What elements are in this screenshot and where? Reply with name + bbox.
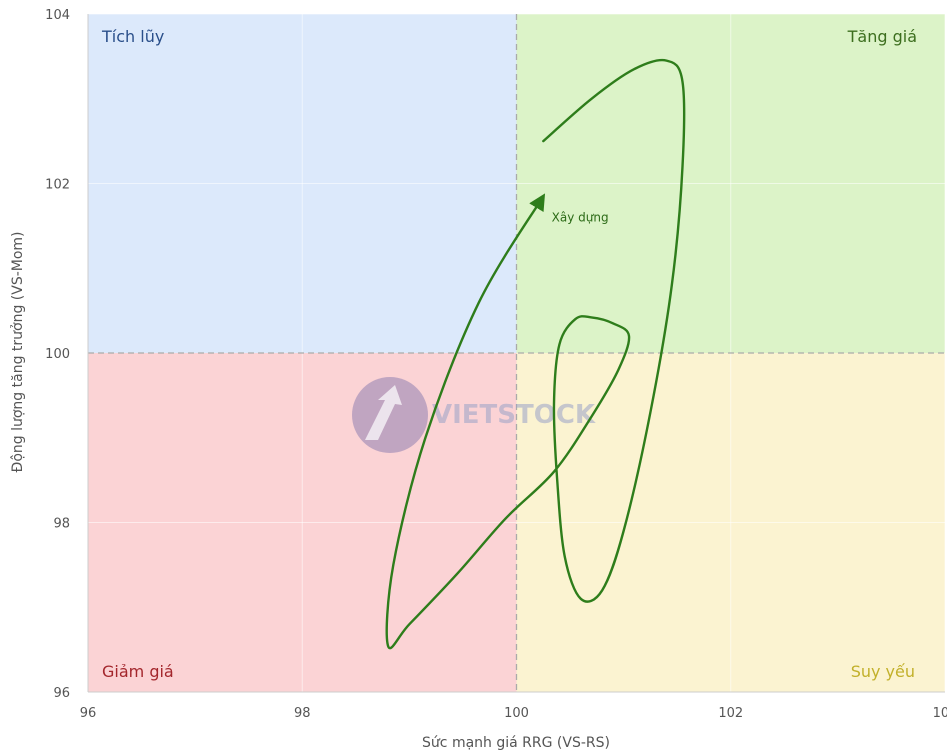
y-axis-title: Động lượng tăng trưởng (VS-Mom): [10, 231, 26, 472]
x-tick-label: 100: [504, 706, 529, 721]
quadrant-label-tl: Tích lũy: [101, 27, 164, 46]
y-tick-label: 102: [45, 178, 70, 193]
svg-text:VIETSTOCK: VIETSTOCK: [432, 400, 596, 430]
x-tick-label: 104: [933, 706, 947, 721]
y-tick-label: 104: [45, 8, 70, 23]
quadrant-label-tr: Tăng giá: [847, 27, 917, 46]
x-tick-label: 98: [294, 706, 311, 721]
y-tick-label: 96: [53, 686, 70, 701]
annotation-label: Xây dựng: [552, 210, 609, 224]
x-tick-label: 102: [718, 706, 743, 721]
quadrant-label-bl: Giảm giá: [102, 662, 174, 681]
series-line: [385, 58, 686, 650]
y-tick-label: 100: [45, 347, 70, 362]
quadrant-label-br: Suy yếu: [851, 662, 915, 681]
x-axis-title: Sức mạnh giá RRG (VS-RS): [422, 735, 610, 751]
x-tick-label: 96: [80, 706, 97, 721]
watermark-logo: VIETSTOCK: [352, 377, 596, 453]
y-tick-label: 98: [53, 517, 70, 532]
